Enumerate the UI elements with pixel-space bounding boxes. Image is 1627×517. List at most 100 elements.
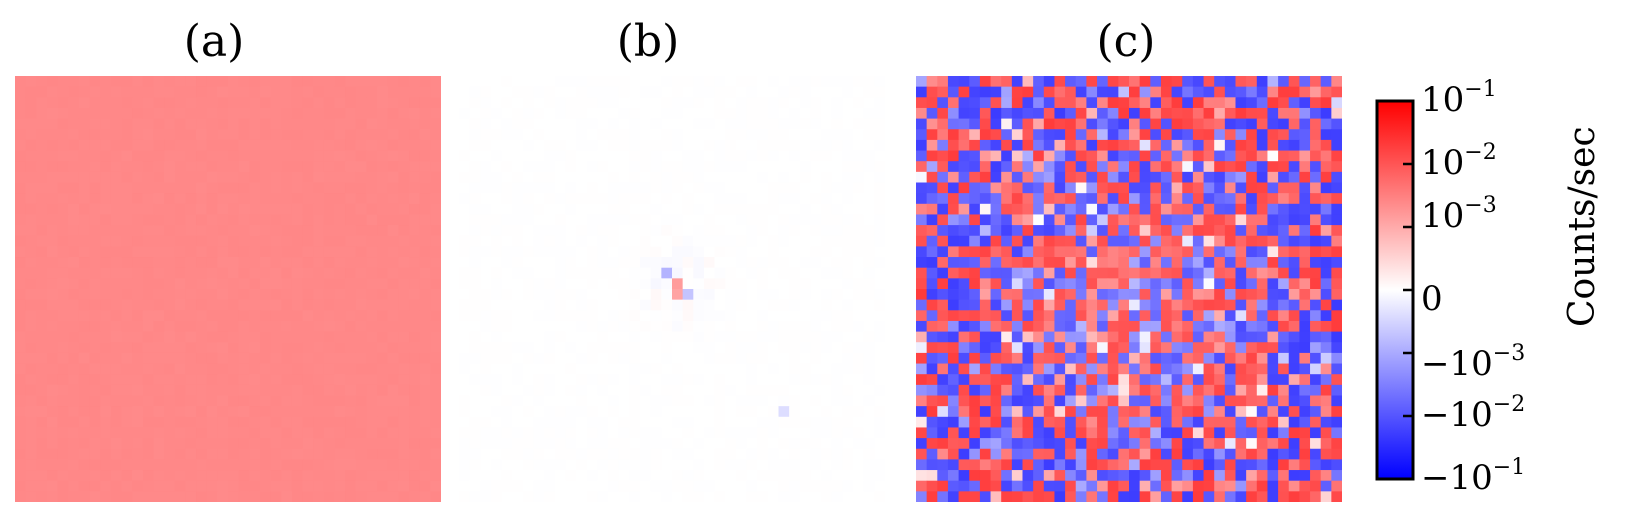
panel-a-cell <box>302 76 314 88</box>
panel-a-cell <box>377 257 389 269</box>
panel-a-cell <box>100 470 112 482</box>
panel-a-cell <box>57 225 69 237</box>
panel-b-cell <box>565 438 577 450</box>
panel-a-cell <box>419 459 431 471</box>
panel-c-cell <box>1150 267 1162 279</box>
panel-a-cell <box>25 278 37 290</box>
panel-a-cell <box>68 406 80 418</box>
panel-c-cell <box>1150 107 1162 120</box>
panel-a-cell <box>89 267 101 279</box>
panel-a-cell <box>313 182 325 194</box>
panel-b-cell <box>597 374 609 386</box>
panel-a-cell <box>57 331 69 343</box>
panel-a-cell <box>132 363 144 375</box>
panel-b-cell <box>629 193 641 205</box>
panel-a-cell <box>409 107 421 120</box>
panel-b-cell <box>693 459 705 471</box>
panel-c-cell <box>1033 438 1045 450</box>
panel-b-cell <box>757 320 769 333</box>
panel-a-cell <box>164 214 176 226</box>
panel-c-cell <box>1033 214 1045 226</box>
panel-a-cell <box>68 320 80 333</box>
panel-a-cell <box>313 214 325 226</box>
panel-b-cell <box>608 161 620 173</box>
panel-c-cell <box>1310 406 1322 418</box>
panel-a-cell <box>174 352 186 365</box>
panel-b-cell <box>853 384 865 397</box>
panel-c-cell <box>1097 416 1109 429</box>
panel-b-cell <box>459 480 471 492</box>
panel-b-cell <box>480 363 492 375</box>
panel-a-cell <box>238 310 250 322</box>
panel-b-cell <box>469 374 481 386</box>
panel-a-cell <box>217 150 229 162</box>
panel-a-cell <box>398 289 410 301</box>
panel-a-cell <box>164 235 176 247</box>
panel-b-cell <box>735 299 748 311</box>
panel-c-cell <box>1235 150 1247 162</box>
panel-a-cell <box>302 86 314 98</box>
panel-b-cell <box>512 171 524 184</box>
panel-c-cell <box>1182 235 1194 247</box>
panel-c-cell <box>1182 139 1194 152</box>
panel-b-cell <box>629 448 641 460</box>
panel-b-cell <box>533 118 545 130</box>
panel-b-cell <box>757 267 769 279</box>
panel-a-cell <box>409 214 421 226</box>
panel-c-cell <box>1086 384 1098 397</box>
panel-c-cell <box>969 278 981 290</box>
panel-b-cell <box>512 299 524 311</box>
panel-b-cell <box>608 225 620 237</box>
panel-c-cell <box>1022 267 1034 279</box>
panel-a-cell <box>36 470 48 482</box>
panel-b-cell <box>842 480 854 492</box>
panel-a-cell <box>196 289 208 301</box>
panel-b-cell <box>767 289 780 301</box>
panel-a-cell <box>89 470 101 482</box>
panel-c-cell <box>1139 257 1151 269</box>
panel-b-cell <box>767 139 780 152</box>
panel-b-cell <box>821 161 833 173</box>
panel-a-cell <box>259 459 272 471</box>
panel-b-cell <box>799 267 812 279</box>
panel-c-cell <box>1235 416 1247 429</box>
panel-a-cell <box>142 299 155 311</box>
panel-c-cell <box>958 491 970 502</box>
panel-b-cell <box>565 448 577 460</box>
panel-b-cell <box>746 129 758 141</box>
panel-a-cell <box>196 438 208 450</box>
panel-b-cell <box>586 310 599 322</box>
panel-a-cell <box>334 480 346 492</box>
panel-a-cell <box>164 86 176 98</box>
panel-c-cell <box>1001 257 1013 269</box>
panel-a-cell <box>196 352 208 365</box>
panel-c-cell <box>1001 267 1013 279</box>
panel-c-cell <box>947 427 960 439</box>
panel-c-cell <box>1224 235 1237 247</box>
panel-a-cell <box>334 150 346 162</box>
panel-a-cell <box>25 139 37 152</box>
panel-c-cell <box>1097 267 1109 279</box>
panel-c-cell <box>1022 331 1034 343</box>
panel-b-cell <box>586 246 599 258</box>
panel-a-cell <box>78 267 91 279</box>
panel-c-cell <box>1256 107 1269 120</box>
panel-b-cell <box>469 310 481 322</box>
panel-a-cell <box>281 235 293 247</box>
panel-a-cell <box>334 374 346 386</box>
panel-b-cell <box>522 203 535 216</box>
panel-c-cell <box>1320 406 1332 418</box>
panel-a-cell <box>174 203 186 216</box>
panel-b-cell <box>672 342 684 354</box>
panel-b-cell <box>821 278 833 290</box>
panel-b-cell <box>789 139 801 152</box>
panel-c-cell <box>979 86 992 98</box>
panel-c-cell <box>1129 331 1141 343</box>
panel-c-cell <box>1203 416 1215 429</box>
panel-b-cell <box>501 171 513 184</box>
panel-a-cell <box>15 97 27 109</box>
panel-c-cell <box>1320 97 1332 109</box>
panel-a-cell <box>345 448 357 460</box>
panel-b-cell <box>746 310 758 322</box>
panel-a-cell <box>291 225 304 237</box>
